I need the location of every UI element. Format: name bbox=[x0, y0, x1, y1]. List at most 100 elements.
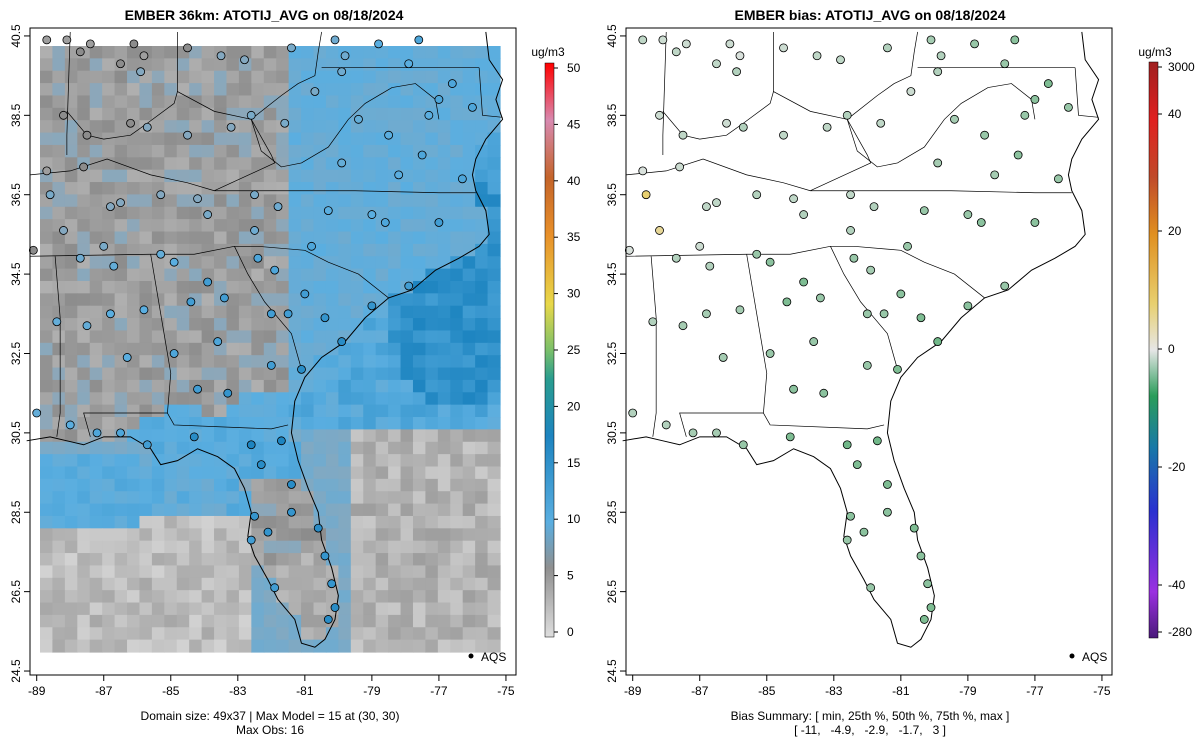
heatmap-cell bbox=[52, 120, 66, 134]
heatmap-cell bbox=[412, 528, 427, 542]
heatmap-cell bbox=[487, 219, 501, 233]
heatmap-cell bbox=[400, 503, 414, 517]
coastline bbox=[26, 31, 504, 648]
heatmap-cell bbox=[189, 182, 203, 196]
heatmap-cell bbox=[363, 46, 377, 59]
heatmap-cell bbox=[412, 429, 427, 443]
heatmap-cell bbox=[350, 169, 364, 183]
heatmap-cell bbox=[176, 342, 190, 356]
state-border bbox=[662, 90, 848, 140]
heatmap-cell bbox=[238, 268, 252, 282]
heatmap-cell bbox=[201, 268, 215, 282]
heatmap-cell bbox=[226, 491, 240, 505]
heatmap-cell bbox=[139, 528, 153, 542]
heatmap-cell bbox=[350, 243, 364, 257]
heatmap-cell bbox=[400, 379, 414, 393]
x-tick-label: -87 bbox=[691, 684, 709, 698]
heatmap-cell bbox=[313, 367, 327, 381]
heatmap-cell bbox=[400, 120, 414, 134]
heatmap-cell bbox=[251, 318, 265, 332]
heatmap-cell bbox=[238, 627, 252, 641]
bias-marker bbox=[879, 309, 889, 319]
heatmap-cell bbox=[40, 342, 54, 356]
heatmap-cell bbox=[226, 318, 240, 332]
heatmap-cell bbox=[338, 342, 352, 356]
bias-marker bbox=[738, 440, 748, 450]
heatmap-cell bbox=[64, 83, 78, 97]
heatmap-cell bbox=[64, 614, 78, 628]
heatmap-cell bbox=[189, 553, 203, 567]
heatmap-cell bbox=[288, 392, 302, 406]
heatmap-cell bbox=[363, 590, 377, 604]
station-marker bbox=[337, 67, 347, 77]
y-tick-label: 28.5 bbox=[605, 500, 619, 524]
heatmap-cell bbox=[102, 540, 116, 554]
heatmap-cell bbox=[338, 404, 352, 418]
heatmap-cell bbox=[450, 268, 464, 282]
heatmap-cell bbox=[77, 293, 91, 307]
heatmap-cell bbox=[338, 268, 352, 282]
heatmap-cell bbox=[288, 491, 302, 505]
heatmap-cell bbox=[350, 441, 364, 455]
heatmap-cell bbox=[89, 441, 103, 455]
heatmap-cell bbox=[226, 639, 240, 653]
station-marker bbox=[246, 535, 256, 545]
heatmap-cell bbox=[487, 417, 501, 430]
heatmap-cell bbox=[276, 639, 290, 653]
heatmap-cell bbox=[363, 83, 377, 97]
heatmap-cell bbox=[388, 318, 402, 332]
heatmap-cell bbox=[77, 515, 91, 529]
heatmap-cell bbox=[325, 355, 339, 369]
bias-marker bbox=[718, 353, 728, 362]
station-marker bbox=[142, 440, 152, 450]
heatmap-cell bbox=[251, 565, 265, 579]
heatmap-cell bbox=[114, 219, 128, 233]
heatmap-cell bbox=[462, 614, 476, 628]
heatmap-cell bbox=[251, 404, 265, 418]
heatmap-cell bbox=[301, 602, 315, 616]
heatmap-cell bbox=[176, 503, 190, 517]
heatmap-cell bbox=[127, 58, 141, 72]
heatmap-cell bbox=[288, 293, 302, 307]
heatmap-cell bbox=[226, 95, 240, 109]
heatmap-cell bbox=[226, 169, 240, 183]
heatmap-cell bbox=[102, 590, 116, 604]
heatmap-cell bbox=[375, 182, 389, 196]
station-marker bbox=[139, 51, 149, 61]
x-tick-label: -77 bbox=[1026, 684, 1044, 698]
heatmap-cell bbox=[450, 219, 464, 233]
y-tick-label: 40.5 bbox=[9, 24, 23, 48]
heatmap-cell bbox=[176, 553, 190, 567]
heatmap-cell bbox=[127, 206, 141, 220]
heatmap-cell bbox=[400, 330, 414, 344]
heatmap-cell bbox=[263, 590, 277, 604]
station-marker bbox=[32, 408, 42, 418]
heatmap-cell bbox=[214, 219, 228, 233]
heatmap-cell bbox=[437, 206, 451, 220]
panel2-footer-line2: [ -11, -4.9, -2.9, -1.7, 3 ] bbox=[794, 723, 946, 737]
y-tick-label: 24.5 bbox=[9, 659, 23, 683]
heatmap-cell bbox=[313, 602, 327, 616]
heatmap-cell bbox=[127, 46, 141, 59]
heatmap-cell bbox=[251, 157, 265, 171]
heatmap-cell bbox=[350, 627, 364, 641]
heatmap-cell bbox=[114, 614, 128, 628]
colorbar2-tick-label: -20 bbox=[1168, 460, 1186, 474]
heatmap-cell bbox=[139, 454, 153, 468]
panel2-title: EMBER bias: ATOTIJ_AVG on 08/18/2024 bbox=[734, 7, 1005, 23]
heatmap-cell bbox=[214, 491, 228, 505]
heatmap-cell bbox=[238, 491, 252, 505]
heatmap-cell bbox=[263, 219, 277, 233]
heatmap-cell bbox=[338, 565, 352, 579]
heatmap-cell bbox=[238, 367, 252, 381]
heatmap-cell bbox=[350, 83, 364, 97]
station-marker bbox=[169, 349, 179, 358]
x-tick-label: -77 bbox=[430, 684, 448, 698]
heatmap-cell bbox=[89, 194, 103, 208]
heatmap-cell bbox=[164, 268, 178, 282]
heatmap-cell bbox=[363, 392, 377, 406]
heatmap-cell bbox=[475, 404, 489, 418]
heatmap-cell bbox=[437, 256, 451, 270]
heatmap-cell bbox=[338, 392, 352, 406]
station-marker bbox=[256, 460, 266, 470]
